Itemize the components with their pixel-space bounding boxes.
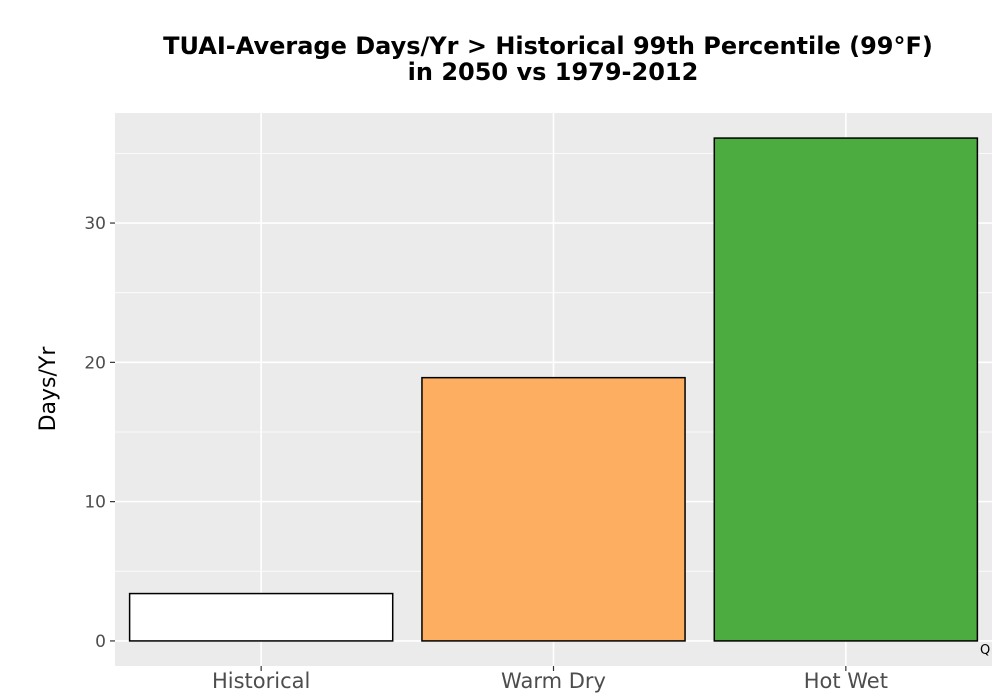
chart-title-line-1: TUAI-Average Days/Yr > Historical 99th P… [163, 32, 933, 60]
corner-mark: Q [980, 643, 990, 658]
y-axis: 0 10 20 30 [84, 214, 115, 652]
x-tick-label: Hot Wet [804, 669, 888, 693]
y-tick-label: 0 [95, 632, 106, 652]
y-tick-label: 30 [84, 214, 106, 234]
y-tick-label: 20 [84, 353, 106, 373]
bar-hot-wet [713, 137, 979, 642]
x-tick-label: Historical [212, 669, 310, 693]
bar-historical [128, 592, 394, 642]
x-axis: Historical Warm Dry Hot Wet [212, 666, 888, 693]
x-tick-label: Warm Dry [501, 669, 606, 693]
bar-warm-dry [421, 376, 686, 642]
y-axis-title: Days/Yr [36, 346, 61, 432]
y-tick-label: 10 [84, 493, 106, 513]
chart-title-line-2: in 2050 vs 1979-2012 [408, 58, 699, 86]
bars [128, 137, 979, 642]
